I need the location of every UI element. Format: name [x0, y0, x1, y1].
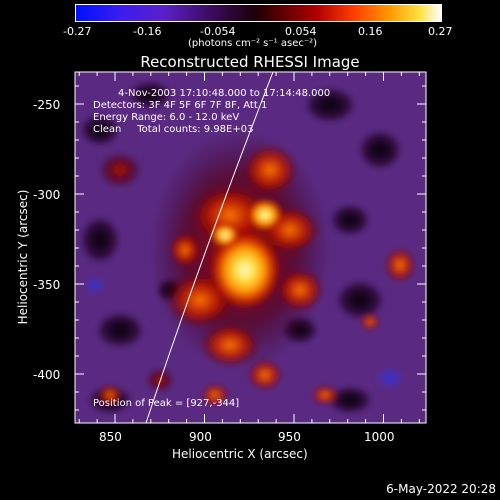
detectors-text: Detectors: 3F 4F 5F 6F 7F 8F, Att 1 — [93, 100, 268, 111]
y-tick-m250: -250 — [33, 98, 61, 112]
colorbar-tick-4: 0.16 — [358, 25, 383, 38]
colorbar-tick-3: 0.054 — [285, 25, 317, 38]
time-range-text: 4-Nov-2003 17:10:48.000 to 17:14:48.000 — [118, 88, 331, 99]
x-tick-950: 950 — [278, 430, 301, 444]
date-stamp: 6-May-2022 20:28 — [386, 482, 496, 496]
colorbar-tick-2: -0.054 — [200, 25, 236, 38]
clean-counts-text: Clean Total counts: 9.98E+03 — [93, 124, 254, 135]
y-tick-m350: -350 — [33, 278, 61, 292]
image-title: Reconstructed RHESSI Image — [140, 53, 360, 71]
colorbar-tick-0: -0.27 — [63, 25, 92, 38]
x-axis-label: Heliocentric X (arcsec) — [172, 447, 308, 461]
x-tick-850: 850 — [99, 430, 122, 444]
y-axis-label: Heliocentric Y (arcsec) — [16, 189, 30, 325]
rhessi-image — [75, 72, 426, 423]
peak-position-text: Position of Peak = [927,-344] — [93, 398, 240, 409]
x-tick-900: 900 — [189, 430, 212, 444]
colorbar-tick-5: 0.27 — [428, 25, 453, 38]
colorbar-tick-1: -0.16 — [133, 25, 162, 38]
y-tick-m300: -300 — [33, 188, 61, 202]
x-tick-1000: 1000 — [364, 430, 395, 444]
energy-range-text: Energy Range: 6.0 - 12.0 keV — [93, 112, 240, 123]
colorbar-unit-label: (photons cm⁻² s⁻¹ asec⁻²) — [188, 38, 318, 49]
y-tick-m400: -400 — [33, 368, 61, 382]
solar-limb — [145, 72, 274, 423]
colorbar — [75, 4, 442, 22]
axis-ticks — [75, 72, 426, 423]
